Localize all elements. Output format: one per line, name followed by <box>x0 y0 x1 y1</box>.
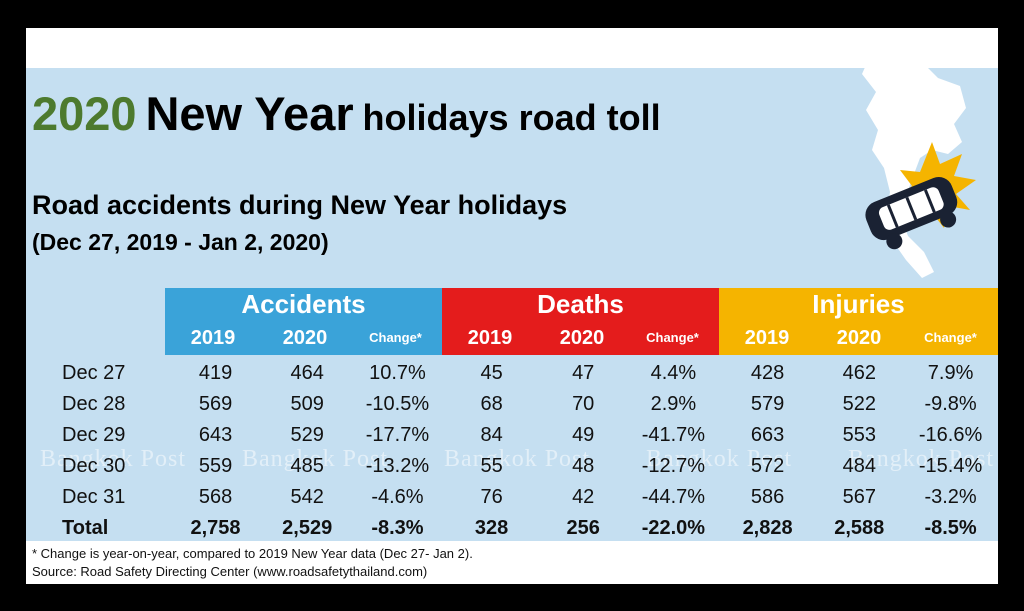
title-year: 2020 <box>32 87 137 140</box>
table-cell: 509 <box>290 393 324 415</box>
table-cell: -41.7% <box>641 424 706 446</box>
subheader-injuries: 2019 2020 Change* <box>719 321 998 355</box>
table-row: Dec 31 568 542 -4.6% 76 42 -44.7% 586 567 -3.2% <box>58 482 998 513</box>
table-cell: 2,529 <box>282 517 333 539</box>
subheader-change: Change* <box>924 330 977 345</box>
table-cell: 419 <box>198 362 233 384</box>
row-label: Dec 31 <box>62 486 126 508</box>
date-range: (Dec 27, 2019 - Jan 2, 2020) <box>32 229 329 255</box>
table-cell: -15.4% <box>918 455 983 477</box>
table-cell: -3.2% <box>924 486 977 508</box>
table-cell: 2,758 <box>190 517 241 539</box>
subheader-year: 2020 <box>559 327 605 349</box>
table-cell: 663 <box>750 424 785 446</box>
subheader-change: Change* <box>646 330 699 345</box>
table-row: Dec 29 643 529 -17.7% 84 49 -41.7% 663 553 -16.6% <box>58 420 998 451</box>
row-label: Dec 28 <box>62 393 126 415</box>
row-label: Total <box>62 517 109 539</box>
table-cell: 68 <box>480 393 503 415</box>
header-accidents: Accidents <box>165 288 442 321</box>
table-cell: 84 <box>480 424 503 446</box>
table-cell: 76 <box>480 486 503 508</box>
table-cell: 7.9% <box>927 362 974 384</box>
table-cell: 484 <box>842 455 876 477</box>
table-cell: -8.3% <box>371 517 424 539</box>
subheader-year: 2020 <box>836 327 882 349</box>
table-total-row: Total 2,758 2,529 -8.3% 328 256 -22.0% 2,828 2,5… <box>58 513 998 544</box>
table-cell: 45 <box>480 362 503 384</box>
table-cell: 586 <box>750 486 785 508</box>
table-cell: 569 <box>198 393 233 415</box>
table-cell: 572 <box>750 455 785 477</box>
table-cell: 579 <box>750 393 785 415</box>
title-rest: holidays road toll <box>362 97 661 138</box>
table-cell: 559 <box>198 455 233 477</box>
table-cell: -22.0% <box>641 517 706 539</box>
table-cell: 464 <box>290 362 324 384</box>
table-cell: -16.6% <box>918 424 983 446</box>
table-cell: 2,588 <box>834 517 885 539</box>
row-label: Dec 27 <box>62 362 126 384</box>
table-cell: -13.2% <box>365 455 430 477</box>
table-cell: 47 <box>572 362 595 384</box>
table-cell: 529 <box>290 424 324 446</box>
table-cell: 643 <box>198 424 233 446</box>
table-cell: -9.8% <box>924 393 977 415</box>
subheader-year: 2019 <box>467 327 513 349</box>
table-cell: 10.7% <box>369 362 426 384</box>
table-subtitle: Road accidents during New Year holidays <box>32 190 568 220</box>
subheader-accidents: 2019 2020 Change* <box>165 321 442 355</box>
infographic-card: 2020 New Year holidays road toll Road ac… <box>26 28 998 584</box>
subheader-change: Change* <box>369 330 422 345</box>
table-cell: 256 <box>566 517 600 539</box>
table-cell: -10.5% <box>365 393 430 415</box>
table-cell: 42 <box>572 486 595 508</box>
road-toll-table: Dec 27 419 464 10.7% 45 47 4.4% 428 462 7.9% Dec 2… <box>58 358 998 544</box>
table-cell: 328 <box>474 517 509 539</box>
header-injuries: Injuries <box>719 288 998 321</box>
table-cell: 4.4% <box>650 362 697 384</box>
table-cell: 70 <box>572 393 595 415</box>
table-cell: 553 <box>842 424 876 446</box>
crashed-car-icon <box>865 142 976 250</box>
footnote: * Change is year-on-year, compared to 20… <box>32 546 473 561</box>
table-cell: 55 <box>480 455 503 477</box>
table-cell: 568 <box>198 486 233 508</box>
table-cell: 542 <box>290 486 324 508</box>
subheader-deaths: 2019 2020 Change* <box>442 321 719 355</box>
table-cell: 522 <box>842 393 876 415</box>
table-cell: 49 <box>572 424 595 446</box>
page-title: 2020 New Year holidays road toll <box>32 86 661 141</box>
table-cell: 567 <box>842 486 876 508</box>
table-cell: -4.6% <box>371 486 424 508</box>
subheader-year: 2019 <box>190 327 236 349</box>
table-cell: 485 <box>290 455 324 477</box>
subheader-year: 2020 <box>282 327 328 349</box>
table-cell: 462 <box>842 362 876 384</box>
subheader-year: 2019 <box>744 327 790 349</box>
table-cell: -8.5% <box>924 517 977 539</box>
source-note: Source: Road Safety Directing Center (ww… <box>32 564 428 579</box>
table-cell: -44.7% <box>641 486 706 508</box>
table-row: Dec 27 419 464 10.7% 45 47 4.4% 428 462 7.9% <box>58 358 998 389</box>
table-row: Dec 28 569 509 -10.5% 68 70 2.9% 579 522 -9.8% <box>58 389 998 420</box>
row-label: Dec 30 <box>62 455 126 477</box>
table-cell: 428 <box>750 362 785 384</box>
row-label: Dec 29 <box>62 424 126 446</box>
table-cell: -17.7% <box>365 424 430 446</box>
title-main: New Year <box>145 87 354 140</box>
table-row: Dec 30 559 485 -13.2% 55 48 -12.7% 572 484 -15.4% <box>58 451 998 482</box>
header-deaths: Deaths <box>442 288 719 321</box>
table-cell: 48 <box>572 455 595 477</box>
table-cell: 2,828 <box>742 517 793 539</box>
table-cell: 2.9% <box>650 393 697 415</box>
table-cell: -12.7% <box>641 455 706 477</box>
